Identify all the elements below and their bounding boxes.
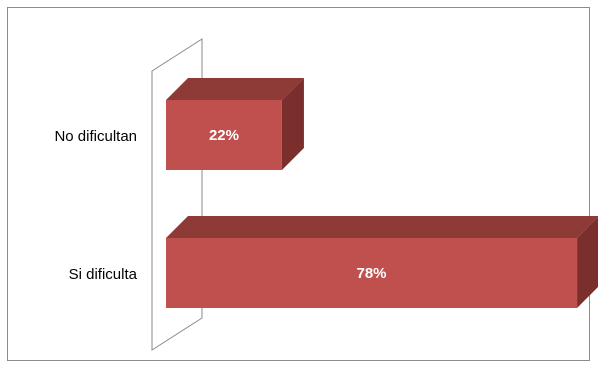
bar-0 (166, 100, 282, 170)
data-label-1: 78% (357, 265, 387, 282)
bar-side-1 (577, 217, 598, 308)
labels-group: 22% No dificultan 78% Si dificulta (54, 127, 386, 283)
bar-side-0 (281, 78, 304, 170)
data-label-0: 22% (209, 127, 239, 144)
bar-1 (166, 238, 578, 308)
category-label-1: Si dificulta (69, 266, 138, 283)
bars-group (166, 78, 598, 308)
bar-top-0 (166, 78, 304, 100)
bar-top-1 (166, 216, 598, 238)
category-label-0: No dificultan (54, 128, 137, 145)
